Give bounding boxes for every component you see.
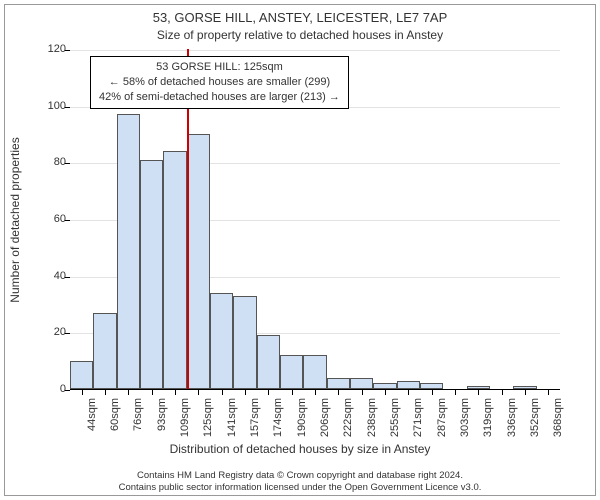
y-tick-label: 0 [6,383,66,395]
bar [70,361,93,389]
x-tick-mark [128,390,129,395]
bar [117,114,140,389]
y-tick-label: 40 [6,270,66,282]
bar [210,293,233,389]
attribution-line2: Contains public sector information licen… [119,482,482,493]
bar [350,378,373,389]
chart-title-main: 53, GORSE HILL, ANSTEY, LEICESTER, LE7 7… [0,10,600,25]
x-tick-mark [152,390,153,395]
x-tick-mark [548,390,549,395]
y-tick-mark [65,220,70,221]
info-box-line2: ← 58% of detached houses are smaller (29… [99,75,340,90]
x-tick-mark [245,390,246,395]
chart-title-sub: Size of property relative to detached ho… [0,28,600,42]
y-tick-label: 100 [6,100,66,112]
bar [513,386,536,389]
x-tick-mark [82,390,83,395]
attribution-line1: Contains HM Land Registry data © Crown c… [137,470,463,481]
x-tick-mark [385,390,386,395]
y-tick-mark [65,333,70,334]
y-tick-label: 80 [6,156,66,168]
x-axis-label: Distribution of detached houses by size … [0,442,600,456]
y-tick-mark [65,50,70,51]
y-tick-mark [65,277,70,278]
x-tick-mark [292,390,293,395]
x-tick-mark [408,390,409,395]
x-tick-mark [432,390,433,395]
y-tick-label: 120 [6,43,66,55]
x-tick-mark [338,390,339,395]
x-tick-mark [502,390,503,395]
x-tick-mark [478,390,479,395]
bar [93,313,116,390]
y-tick-mark [65,390,70,391]
y-tick-mark [65,107,70,108]
bar [303,355,326,389]
bar [373,383,396,389]
x-tick-mark [315,390,316,395]
info-box-line1: 53 GORSE HILL: 125sqm [99,60,340,75]
x-tick-mark [222,390,223,395]
x-tick-mark [362,390,363,395]
bar [140,160,163,390]
bar [397,381,420,390]
bar [233,296,256,390]
plot-area: 53 GORSE HILL: 125sqm← 58% of detached h… [70,50,560,390]
bar [187,134,210,389]
y-tick-label: 20 [6,326,66,338]
bar [420,383,443,389]
bar [163,151,186,389]
info-box: 53 GORSE HILL: 125sqm← 58% of detached h… [90,56,349,109]
info-box-line3: 42% of semi-detached houses are larger (… [99,90,340,105]
attribution-text: Contains HM Land Registry data © Crown c… [0,470,600,494]
bar [467,386,490,389]
x-tick-mark [525,390,526,395]
y-tick-label: 60 [6,213,66,225]
bar [257,335,280,389]
x-tick-mark [105,390,106,395]
bar [280,355,303,389]
x-tick-mark [268,390,269,395]
x-tick-mark [175,390,176,395]
grid-line [70,50,560,51]
bar [327,378,350,389]
x-tick-mark [455,390,456,395]
x-tick-mark [198,390,199,395]
y-tick-mark [65,163,70,164]
